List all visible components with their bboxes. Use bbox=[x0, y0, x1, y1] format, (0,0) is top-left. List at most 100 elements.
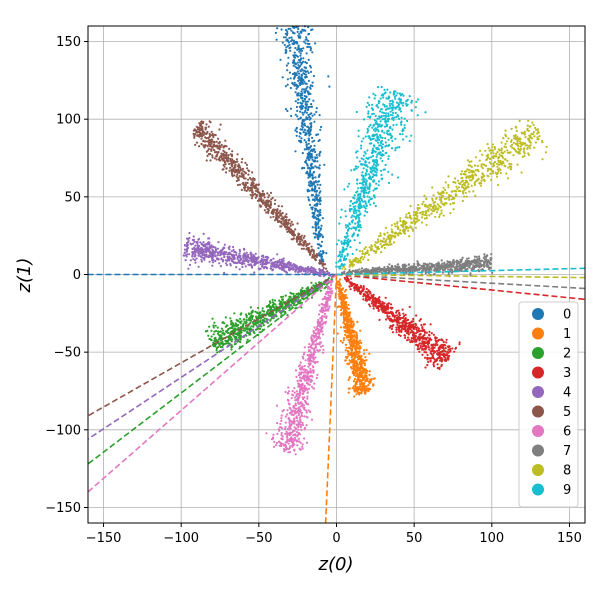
series-4-point bbox=[188, 231, 191, 235]
series-0-point bbox=[302, 113, 305, 116]
series-3-point bbox=[429, 352, 432, 355]
series-0-point bbox=[311, 140, 314, 143]
series-4-point bbox=[244, 254, 247, 257]
series-2-point bbox=[211, 317, 214, 320]
series-0-point bbox=[306, 117, 309, 120]
series-6-point bbox=[300, 411, 303, 414]
series-1-point bbox=[343, 304, 346, 307]
series-5-point bbox=[233, 166, 236, 169]
series-0-point bbox=[291, 42, 294, 45]
series-5-point bbox=[213, 149, 216, 152]
series-0-point bbox=[318, 173, 321, 176]
series-1-point bbox=[355, 332, 358, 335]
series-5-point bbox=[250, 197, 254, 200]
series-0-point bbox=[302, 78, 305, 81]
series-5-point bbox=[274, 212, 277, 215]
series-3-point bbox=[384, 296, 387, 299]
series-1-point bbox=[354, 386, 357, 389]
series-0-point bbox=[311, 158, 314, 161]
series-1-point bbox=[352, 322, 355, 326]
series-6-point bbox=[309, 370, 312, 373]
series-2-point bbox=[241, 324, 245, 327]
series-6-point bbox=[304, 400, 307, 403]
series-6-point bbox=[324, 305, 327, 308]
series-1-point bbox=[368, 352, 371, 355]
series-0-point bbox=[308, 154, 311, 157]
series-3-point bbox=[428, 348, 431, 351]
series-6-point bbox=[299, 425, 302, 429]
series-0-point bbox=[307, 142, 310, 145]
series-0-point bbox=[316, 160, 319, 163]
series-1-point bbox=[353, 377, 356, 381]
series-6-point bbox=[318, 304, 321, 307]
series-6-point bbox=[321, 315, 324, 318]
series-5-point bbox=[244, 186, 247, 189]
series-4-point bbox=[318, 271, 321, 274]
series-1-point bbox=[351, 347, 354, 350]
series-5-point bbox=[280, 222, 283, 225]
series-0-point bbox=[307, 79, 310, 82]
series-1-point bbox=[353, 387, 356, 390]
series-1-point bbox=[350, 356, 353, 359]
series-5-point bbox=[205, 159, 208, 162]
series-3-point bbox=[445, 338, 448, 341]
series-5-point bbox=[241, 167, 244, 170]
series-4-point bbox=[312, 270, 315, 273]
series-6-point bbox=[310, 356, 313, 359]
series-6-point bbox=[302, 392, 305, 395]
series-0-point bbox=[304, 141, 308, 144]
series-5-point bbox=[266, 192, 269, 195]
series-3-point bbox=[430, 350, 434, 353]
series-4-point bbox=[189, 259, 192, 262]
series-0-point bbox=[298, 105, 301, 108]
series-5-point bbox=[318, 259, 321, 262]
series-4-point bbox=[211, 249, 215, 252]
series-6-point bbox=[297, 412, 300, 415]
series-0-point bbox=[302, 100, 305, 103]
series-4-point bbox=[279, 263, 282, 266]
series-2-point bbox=[215, 348, 218, 352]
series-2-point bbox=[310, 281, 313, 284]
series-6-point bbox=[299, 386, 302, 389]
series-5-point bbox=[241, 157, 244, 161]
series-6-point bbox=[314, 356, 317, 359]
series-0-point bbox=[320, 240, 324, 243]
series-4-point bbox=[224, 253, 227, 256]
series-2-point bbox=[257, 306, 260, 309]
series-0-point bbox=[288, 71, 291, 74]
series-4-point bbox=[253, 271, 256, 274]
series-3-point bbox=[413, 335, 416, 338]
series-0-point bbox=[315, 228, 318, 231]
series-1-point bbox=[353, 395, 356, 398]
series-1-point bbox=[363, 391, 366, 394]
series-3-point bbox=[412, 323, 415, 326]
series-6-point bbox=[305, 409, 308, 412]
series-0-point bbox=[319, 128, 322, 131]
series-0-point bbox=[275, 38, 278, 41]
series-6-point bbox=[295, 390, 298, 393]
series-1-point bbox=[364, 356, 367, 359]
series-0-point bbox=[311, 198, 314, 201]
series-6-point bbox=[298, 379, 301, 382]
series-5-point bbox=[205, 123, 208, 126]
series-5-point bbox=[211, 156, 214, 159]
series-1-point bbox=[368, 380, 371, 384]
series-4-point bbox=[210, 256, 214, 259]
series-1-point bbox=[353, 363, 356, 366]
series-2-point bbox=[237, 323, 240, 326]
series-0-point bbox=[316, 183, 319, 186]
series-0-points bbox=[274, 25, 331, 265]
series-6-point bbox=[297, 423, 300, 426]
series-0-point bbox=[299, 101, 302, 104]
series-3-point bbox=[369, 291, 372, 295]
series-1-point bbox=[345, 288, 348, 291]
series-4-point bbox=[235, 266, 238, 269]
series-3-point bbox=[422, 344, 426, 348]
series-4-point bbox=[201, 243, 204, 246]
series-1-point bbox=[347, 318, 350, 321]
series-3-point bbox=[365, 294, 369, 298]
series-0-point bbox=[303, 111, 306, 114]
series-6-point bbox=[308, 343, 311, 346]
series-0-point bbox=[284, 108, 288, 111]
series-1-point bbox=[338, 297, 341, 300]
